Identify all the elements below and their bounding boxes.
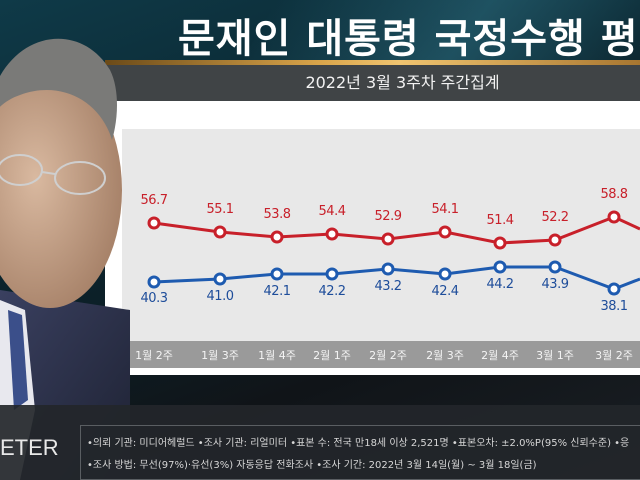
survey-info-box: •의뢰 기관: 미디어헤럴드 •조사 기관: 리얼미터 •표본 수: 전국 만1… [80, 425, 640, 480]
footer: ETER •의뢰 기관: 미디어헤럴드 •조사 기관: 리얼미터 •표본 수: … [0, 405, 640, 480]
page-title: 문재인 대통령 국정수행 평가 [178, 16, 640, 62]
realmeter-logo: ETER [0, 435, 59, 460]
negative-series-markers [147, 210, 621, 250]
positive-series-markers [147, 260, 621, 296]
negative-value-label: 54.4 [318, 204, 346, 219]
positive-value-label: 43.9 [541, 277, 569, 292]
x-tick-label: 3월 2주 [595, 349, 633, 362]
positive-value-label: 41.0 [206, 289, 234, 304]
positive-series-line [153, 265, 640, 291]
negative-value-label: 55.1 [206, 202, 234, 217]
positive-value-label: 43.2 [374, 279, 402, 294]
positive-value-label: 38.1 [600, 299, 628, 314]
x-tick-label: 3월 1주 [536, 349, 574, 362]
negative-value-label: 51.4 [486, 213, 514, 228]
positive-value-label: 42.1 [263, 284, 291, 299]
negative-value-label: 56.7 [140, 193, 168, 208]
x-tick-label: 2월 1주 [313, 349, 351, 362]
x-tick-label: 1월 2주 [135, 349, 173, 362]
positive-value-label: 42.2 [318, 284, 346, 299]
x-tick-label: 2월 2주 [369, 349, 407, 362]
positive-value-label: 40.3 [140, 291, 168, 306]
negative-series-line [153, 215, 640, 245]
survey-info-line-1: •의뢰 기관: 미디어헤럴드 •조사 기관: 리얼미터 •표본 수: 전국 만1… [87, 438, 630, 449]
plot-area: 56.7 55.1 53.8 54.4 52.9 54.1 51.4 52.2 … [122, 129, 640, 341]
positive-value-label: 42.4 [431, 284, 459, 299]
gold-divider [105, 60, 640, 65]
x-tick-label: 2월 4주 [481, 349, 519, 362]
x-tick-label: 1월 3주 [201, 349, 239, 362]
negative-value-label: 54.1 [431, 202, 459, 217]
x-tick-label: 1월 4주 [258, 349, 296, 362]
survey-info-line-2: •조사 방법: 무선(97%)·유선(3%) 자동응답 전화조사 •조사 기간:… [87, 460, 537, 471]
line-chart-svg [147, 210, 640, 296]
negative-value-label: 58.8 [600, 187, 628, 202]
chart-subtitle: 2022년 3월 3주차 주간집계 [105, 65, 640, 101]
x-tick-label: 2월 3주 [426, 349, 464, 362]
x-axis: 1월 2주 1월 3주 1월 4주 2월 1주 2월 2주 2월 3주 2월 4… [122, 341, 640, 368]
negative-value-label: 52.2 [541, 210, 569, 225]
positive-value-label: 44.2 [486, 277, 514, 292]
negative-value-label: 53.8 [263, 207, 291, 222]
chart-panel: 2022년 3월 3주차 주간집계 56.7 55.1 53.8 54.4 52… [105, 65, 640, 375]
negative-value-label: 52.9 [374, 209, 402, 224]
